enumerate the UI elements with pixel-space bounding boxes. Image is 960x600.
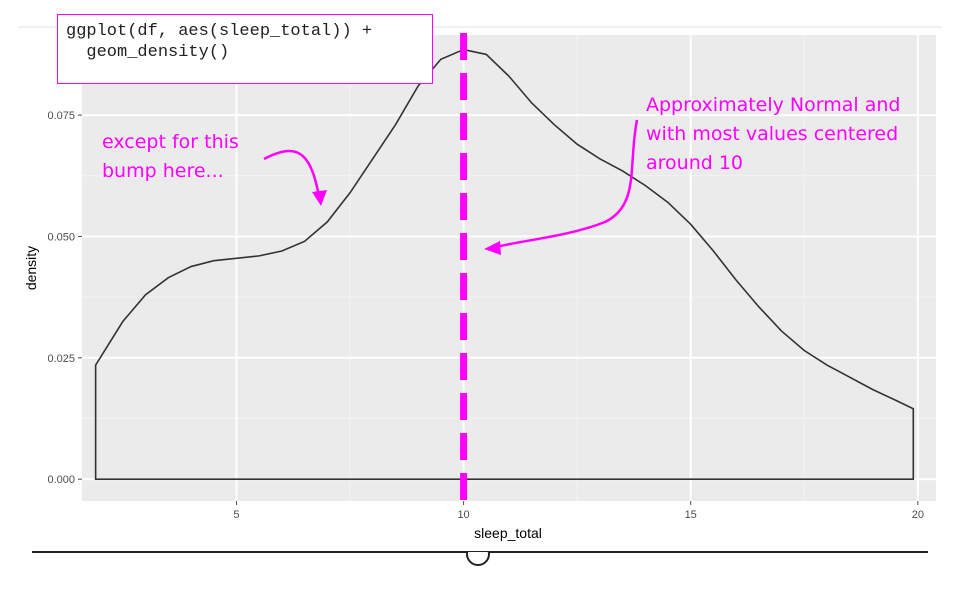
annotation-normal-line-3: around 10 <box>646 152 743 174</box>
annotation-normal: Approximately Normal and with most value… <box>646 94 907 174</box>
y-tick-label: 0.075 <box>47 110 75 122</box>
annotation-bump-arrowhead <box>312 190 327 206</box>
density-curve <box>94 48 915 480</box>
x-axis-ticks: 5 10 15 20 <box>233 501 924 521</box>
x-tick-label: 5 <box>233 509 239 521</box>
x-axis-title: sleep_total <box>474 525 542 541</box>
code-line-2: geom_density() <box>66 43 230 62</box>
y-axis-title: density <box>23 246 39 290</box>
annotation-bump-arrow <box>263 149 322 203</box>
y-tick-label: 0.025 <box>47 353 75 365</box>
x-tick-label: 20 <box>912 509 924 521</box>
annotation-normal-arrow <box>495 119 639 249</box>
plot-panel <box>82 35 936 501</box>
code-snippet: ggplot(df, aes(sleep_total)) + geom_dens… <box>57 14 433 84</box>
x-tick-label: 10 <box>457 509 469 521</box>
annotation-normal-arrowhead <box>484 241 501 255</box>
annotation-normal-line-2: with most values centered <box>646 123 898 145</box>
code-line-1: ggplot(df, aes(sleep_total)) + <box>66 22 373 41</box>
annotation-bump-line-1: except for this <box>102 131 239 153</box>
y-axis-ticks: 0.000 0.025 0.050 0.075 <box>47 110 82 486</box>
y-tick-label: 0.050 <box>47 231 75 243</box>
annotation-bump: except for this bump here... <box>102 131 245 182</box>
annotation-bump-line-2: bump here... <box>102 160 224 182</box>
x-tick-label: 15 <box>685 509 697 521</box>
y-tick-label: 0.000 <box>47 474 75 486</box>
minor-gridlines <box>82 35 936 501</box>
annotation-normal-line-1: Approximately Normal and <box>646 94 900 116</box>
